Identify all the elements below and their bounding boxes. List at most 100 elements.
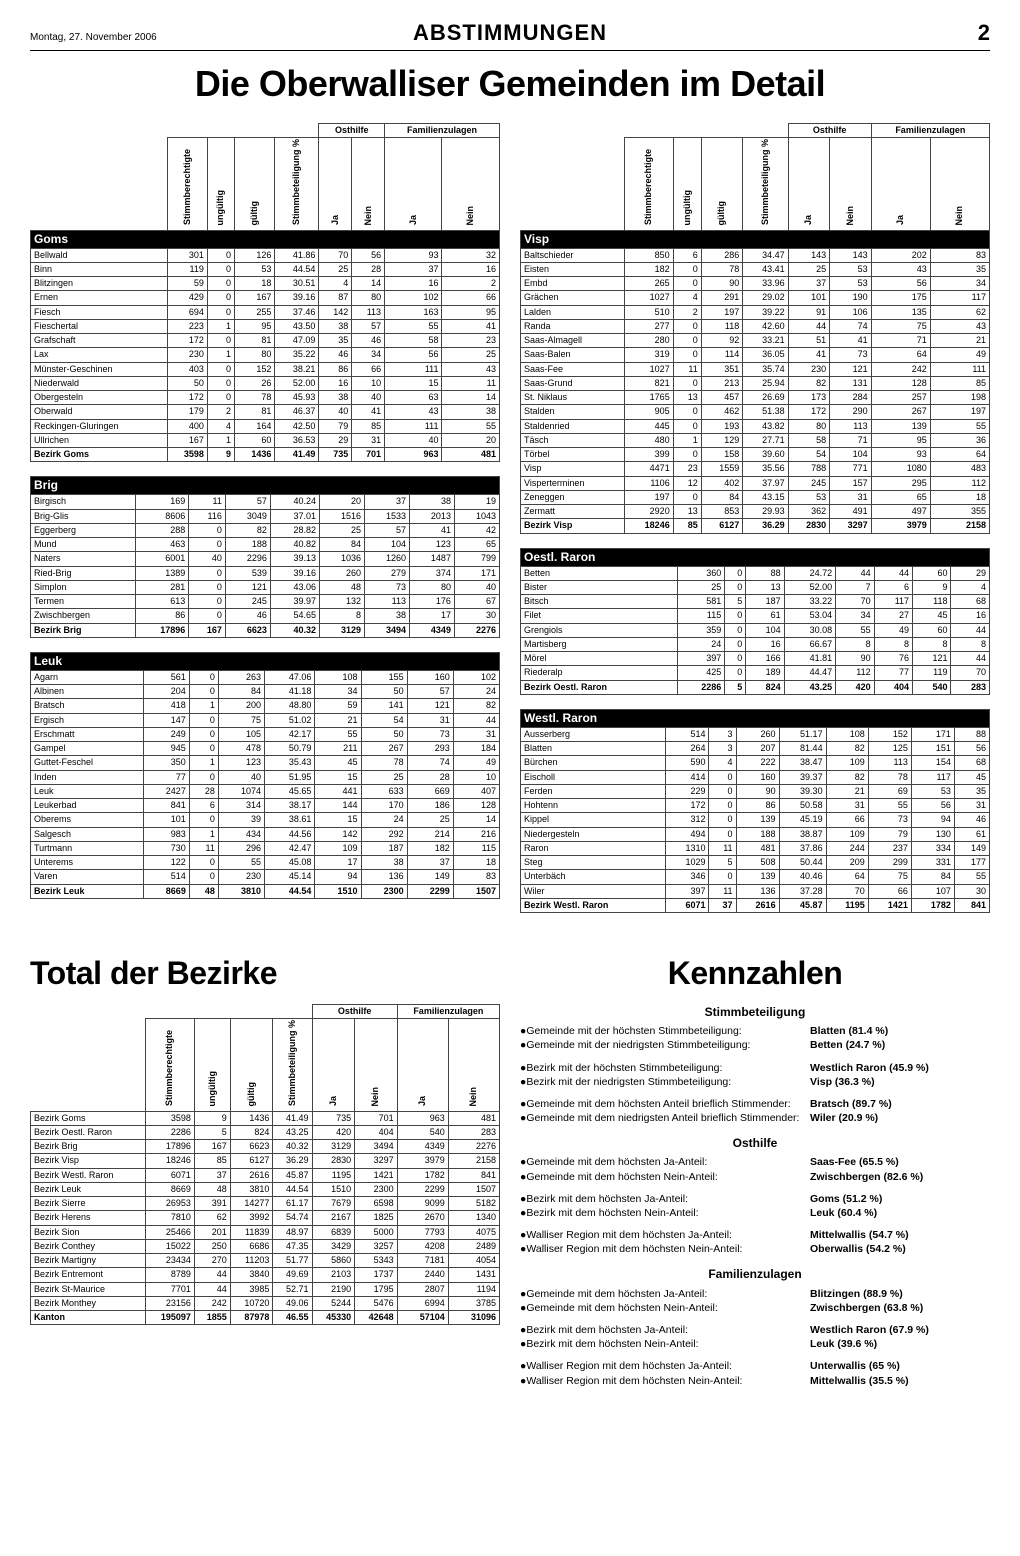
row-val: 11: [189, 495, 226, 509]
row-val: 63: [385, 391, 442, 405]
row-val: 510: [624, 305, 673, 319]
row-val: 31: [407, 713, 453, 727]
row-val: 539: [225, 566, 270, 580]
row-val: 0: [725, 609, 746, 623]
row-val: 420: [312, 1125, 355, 1139]
row-val: 25: [678, 580, 725, 594]
table-row: Mörel397016641.81907612144: [521, 652, 990, 666]
row-val: 82: [788, 376, 830, 390]
row-name: Birgisch: [31, 495, 136, 509]
row-name: Eisten: [521, 262, 625, 276]
row-val: 213: [701, 376, 743, 390]
row-name: Wiler: [521, 884, 666, 898]
row-val: 1436: [230, 1111, 273, 1125]
row-val: 346: [666, 870, 709, 884]
col-head: ungültig: [194, 1019, 230, 1111]
row-name: Kippel: [521, 813, 666, 827]
row-val: 4: [319, 277, 352, 291]
col-head: Nein: [442, 138, 500, 230]
region-table: BrigBirgisch169115740.2420373819Brig-Gli…: [30, 476, 500, 638]
row-val: 5: [709, 856, 736, 870]
row-val: 8: [836, 637, 874, 651]
row-val: 126: [235, 248, 275, 262]
row-name: Zwischbergen: [31, 609, 136, 623]
table-row: Martisberg2401666.678888: [521, 637, 990, 651]
row-val: 123: [218, 756, 264, 770]
row-val: 694: [167, 305, 207, 319]
row-val: 142: [319, 305, 352, 319]
row-val: 160: [407, 670, 453, 684]
row-name: Bezirk Visp: [31, 1154, 146, 1168]
row-val: 27: [874, 609, 912, 623]
kenn-value: Westlich Raron (67.9 %): [810, 1323, 990, 1337]
row-val: 2440: [397, 1268, 448, 1282]
row-val: 109: [315, 841, 361, 855]
row-val: 1310: [666, 841, 709, 855]
row-val: 44.56: [264, 827, 314, 841]
bezirke-total-table: OsthilfeFamilienzulagenStimmberechtigteu…: [30, 1004, 500, 1325]
row-name: Bezirk Westl. Raron: [521, 898, 666, 912]
row-val: 71: [830, 433, 872, 447]
row-val: 37: [788, 277, 830, 291]
row-val: 40: [352, 391, 385, 405]
row-val: 0: [709, 870, 736, 884]
row-val: 1: [207, 319, 234, 333]
row-val: 43.50: [275, 319, 319, 333]
row-val: 73: [868, 813, 911, 827]
row-val: 10: [352, 376, 385, 390]
row-val: 139: [736, 870, 779, 884]
row-val: 46.37: [275, 405, 319, 419]
row-val: 3494: [355, 1140, 398, 1154]
row-val: 0: [207, 277, 234, 291]
table-row: Bezirk Goms35989143641.49735701963481: [31, 1111, 500, 1125]
kenn-value: Leuk (60.4 %): [810, 1206, 990, 1220]
row-val: 195097: [145, 1311, 194, 1325]
row-val: 29.02: [743, 291, 788, 305]
row-val: 176: [409, 595, 454, 609]
row-val: 1: [189, 827, 218, 841]
row-name: Törbel: [521, 448, 625, 462]
table-row: Bezirk Monthey231562421072049.0652445476…: [31, 1296, 500, 1310]
row-val: 82: [826, 742, 868, 756]
kenn-row: Walliser Region mit dem höchsten Ja-Ante…: [520, 1359, 990, 1373]
row-val: 2276: [454, 623, 499, 637]
row-val: 43: [385, 405, 442, 419]
table-row: Grengiols359010430.0855496044: [521, 623, 990, 637]
col-group-familien: Familienzulagen: [397, 1005, 499, 1019]
row-val: 74: [830, 319, 872, 333]
row-val: 1510: [315, 884, 361, 898]
row-val: 1421: [355, 1168, 398, 1182]
row-name: Bürchen: [521, 756, 666, 770]
row-val: 351: [701, 362, 743, 376]
row-val: 263: [218, 670, 264, 684]
row-val: 905: [624, 405, 673, 419]
row-val: 87978: [230, 1311, 273, 1325]
row-val: 35: [319, 334, 352, 348]
row-name: Bezirk Oestl. Raron: [31, 1125, 146, 1139]
row-val: 1855: [194, 1311, 230, 1325]
row-val: 402: [701, 476, 743, 490]
row-val: 16: [442, 262, 500, 276]
row-val: 64: [826, 870, 868, 884]
row-val: 2300: [355, 1182, 398, 1196]
row-val: 55: [930, 419, 989, 433]
row-val: 51: [788, 334, 830, 348]
detail-columns: OsthilfeFamilienzulagenStimmberechtigteu…: [30, 123, 990, 927]
row-val: 197: [930, 405, 989, 419]
row-val: 1507: [448, 1182, 499, 1196]
table-row: Oberems10103938.6115242514: [31, 813, 500, 827]
row-val: 36.29: [273, 1154, 312, 1168]
row-val: 223: [167, 319, 207, 333]
row-name: Leukerbad: [31, 799, 144, 813]
row-val: 0: [207, 391, 234, 405]
table-row: Brig-Glis8606116304937.01151615332013104…: [31, 509, 500, 523]
row-val: 1782: [397, 1168, 448, 1182]
row-val: 197: [701, 305, 743, 319]
row-name: Bezirk Entremont: [31, 1268, 146, 1282]
row-val: 279: [364, 566, 409, 580]
row-val: 81: [235, 405, 275, 419]
row-val: 0: [709, 770, 736, 784]
row-val: 3810: [230, 1182, 273, 1196]
row-val: 841: [954, 898, 989, 912]
row-val: 35.74: [743, 362, 788, 376]
